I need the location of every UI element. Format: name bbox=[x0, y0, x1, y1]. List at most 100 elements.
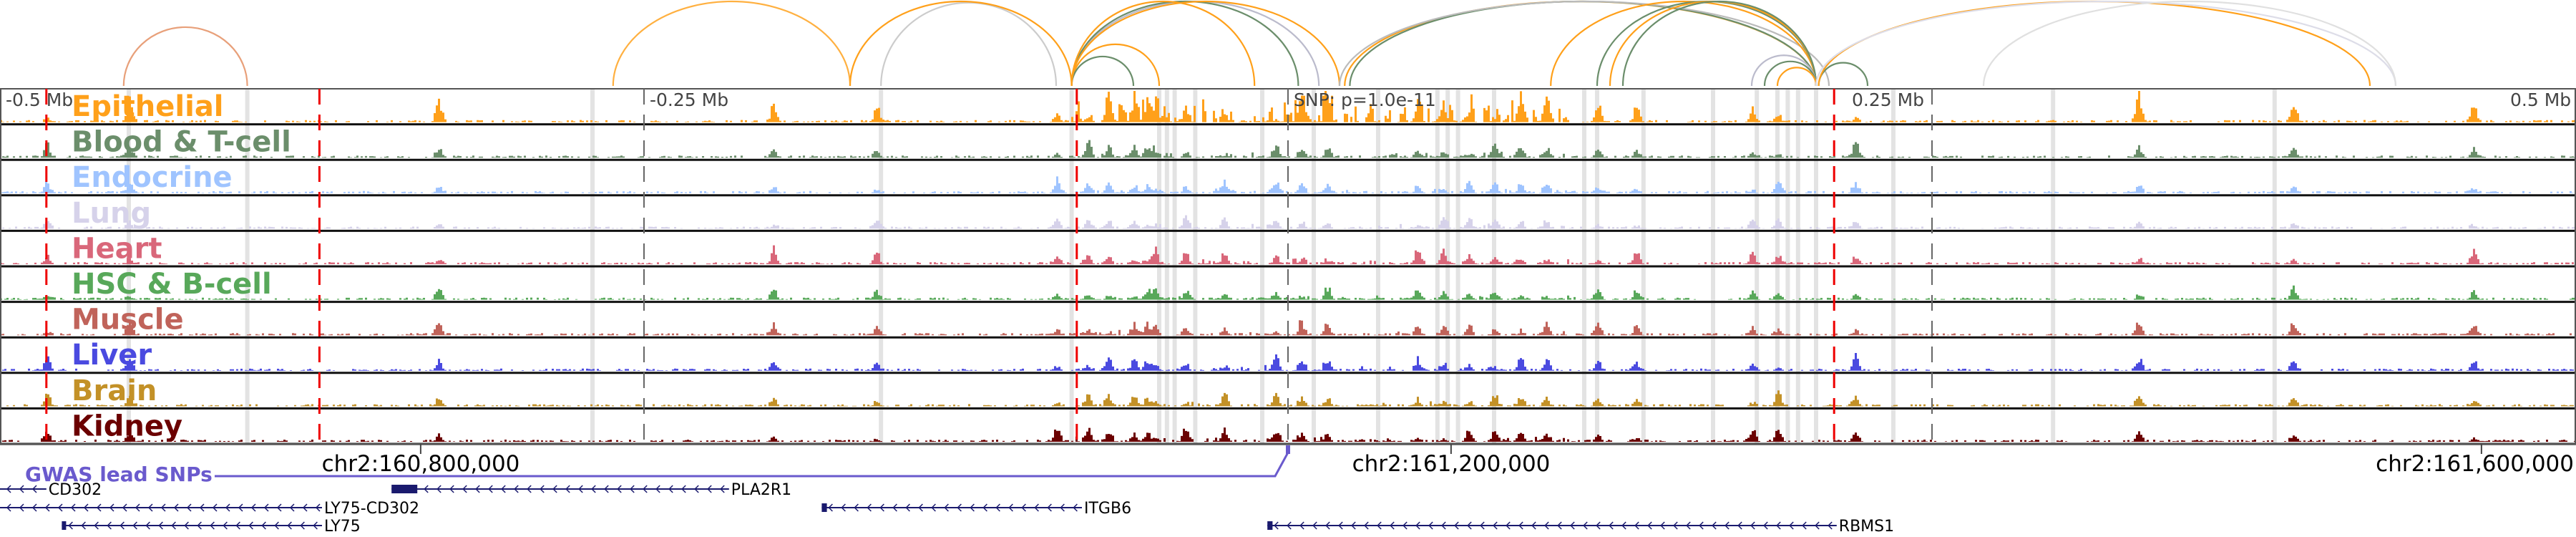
coordinate-axis: chr2:160,800,000 chr2:161,200,000 chr2:1… bbox=[322, 451, 2574, 477]
strand-arrow-icon bbox=[462, 485, 467, 493]
strand-arrow-icon bbox=[81, 521, 86, 530]
strand-arrow-icon bbox=[501, 485, 506, 493]
track-label: Lung bbox=[72, 197, 151, 230]
interaction-arc bbox=[1070, 55, 1135, 87]
strand-arrow-icon bbox=[1712, 521, 1717, 530]
strand-arrow-icon bbox=[1008, 503, 1013, 512]
gene-track: CD302 PLA2R1 LY75-CD302 ITGB6 LY75 RBMS1 bbox=[0, 481, 1894, 536]
interaction-arc bbox=[1070, 0, 1341, 87]
interaction-arc bbox=[1818, 0, 2371, 87]
track-label: HSC & B-cell bbox=[72, 268, 272, 301]
strand-arrow-icon bbox=[94, 521, 99, 530]
interaction-arc bbox=[880, 1, 1058, 87]
track-label: Kidney bbox=[72, 410, 182, 442]
strand-arrow-icon bbox=[1789, 521, 1794, 530]
strand-arrow-icon bbox=[1364, 521, 1369, 530]
offset-label: 0.25 Mb bbox=[1852, 90, 1924, 110]
gwas-line bbox=[215, 452, 1289, 478]
strand-arrow-icon bbox=[1480, 521, 1485, 530]
strand-arrow-icon bbox=[1570, 521, 1575, 530]
strand-arrow-icon bbox=[145, 521, 150, 530]
track-label: Muscle bbox=[72, 304, 184, 337]
gene-exon-block bbox=[391, 485, 418, 493]
offset-label: -0.25 Mb bbox=[650, 90, 728, 110]
gene-label: ITGB6 bbox=[1084, 500, 1131, 518]
gene-exon-block bbox=[1267, 521, 1273, 530]
strand-arrow-icon bbox=[982, 503, 987, 512]
strand-arrow-icon bbox=[841, 503, 846, 512]
strand-arrow-icon bbox=[931, 503, 936, 512]
strand-arrow-icon bbox=[173, 503, 179, 512]
gwas-snp-marker bbox=[1286, 445, 1290, 454]
strand-arrow-icon bbox=[424, 485, 429, 493]
strand-arrow-icon bbox=[694, 485, 699, 493]
strand-arrow-icon bbox=[276, 503, 282, 512]
strand-arrow-icon bbox=[1531, 521, 1536, 530]
strand-arrow-icon bbox=[1776, 521, 1781, 530]
strand-arrow-icon bbox=[19, 503, 24, 512]
strand-arrow-icon bbox=[995, 503, 1000, 512]
strand-arrow-icon bbox=[1802, 521, 1807, 530]
strand-arrow-icon bbox=[1828, 521, 1833, 530]
strand-arrow-icon bbox=[122, 503, 127, 512]
strand-arrow-icon bbox=[19, 485, 24, 493]
strand-arrow-icon bbox=[1634, 521, 1639, 530]
strand-arrow-icon bbox=[879, 503, 884, 512]
strand-arrow-icon bbox=[31, 503, 37, 512]
strand-arrow-icon bbox=[287, 521, 292, 530]
interaction-arc bbox=[1344, 0, 1818, 87]
strand-arrow-icon bbox=[135, 503, 140, 512]
strand-arrow-icon bbox=[197, 521, 202, 530]
strand-arrow-icon bbox=[171, 521, 176, 530]
strand-arrow-icon bbox=[210, 521, 215, 530]
gene-label: RBMS1 bbox=[1839, 518, 1894, 536]
strand-arrow-icon bbox=[1390, 521, 1395, 530]
offset-label: -0.5 Mb bbox=[6, 90, 73, 110]
strand-arrow-icon bbox=[289, 503, 295, 512]
strand-arrow-icon bbox=[235, 521, 240, 530]
strand-arrow-icon bbox=[184, 521, 189, 530]
strand-arrow-icon bbox=[630, 485, 635, 493]
signal-bars bbox=[0, 320, 2572, 336]
track-label: Endocrine bbox=[72, 161, 233, 194]
signal-bars bbox=[6, 390, 2574, 407]
strand-arrow-icon bbox=[1428, 521, 1433, 530]
gene-exon-block bbox=[62, 521, 67, 530]
offset-label: 0.5 Mb bbox=[2510, 90, 2571, 110]
strand-arrow-icon bbox=[1815, 521, 1820, 530]
strand-arrow-icon bbox=[1021, 503, 1026, 512]
strand-arrow-icon bbox=[44, 503, 50, 512]
interaction-arc bbox=[1982, 0, 2397, 87]
strand-arrow-icon bbox=[199, 503, 205, 512]
strand-arrow-icon bbox=[248, 521, 253, 530]
interaction-arc bbox=[1070, 0, 1256, 87]
interaction-arc bbox=[1815, 0, 2397, 87]
strand-arrow-icon bbox=[655, 485, 660, 493]
strand-arrow-icon bbox=[540, 485, 545, 493]
interaction-arc bbox=[1070, 0, 1320, 87]
strand-arrow-icon bbox=[31, 485, 37, 493]
strand-arrow-icon bbox=[212, 503, 218, 512]
strand-arrow-icon bbox=[720, 485, 725, 493]
strand-arrow-icon bbox=[1699, 521, 1704, 530]
strand-arrow-icon bbox=[261, 521, 266, 530]
strand-arrow-icon bbox=[867, 503, 872, 512]
strand-arrow-icon bbox=[1338, 521, 1343, 530]
interaction-arc bbox=[1070, 0, 1299, 87]
strand-arrow-icon bbox=[1034, 503, 1039, 512]
track-label: Liver bbox=[72, 339, 152, 372]
strand-arrow-icon bbox=[96, 503, 102, 512]
strand-arrow-icon bbox=[905, 503, 910, 512]
strand-arrow-icon bbox=[186, 503, 192, 512]
strand-arrow-icon bbox=[302, 503, 308, 512]
strand-arrow-icon bbox=[1493, 521, 1498, 530]
gene-label: LY75 bbox=[324, 518, 361, 536]
strand-arrow-icon bbox=[250, 503, 256, 512]
strand-arrow-icon bbox=[57, 503, 63, 512]
strand-arrow-icon bbox=[313, 521, 318, 530]
interaction-arc bbox=[122, 26, 248, 87]
strand-arrow-icon bbox=[1737, 521, 1742, 530]
interaction-arc bbox=[849, 0, 1073, 87]
